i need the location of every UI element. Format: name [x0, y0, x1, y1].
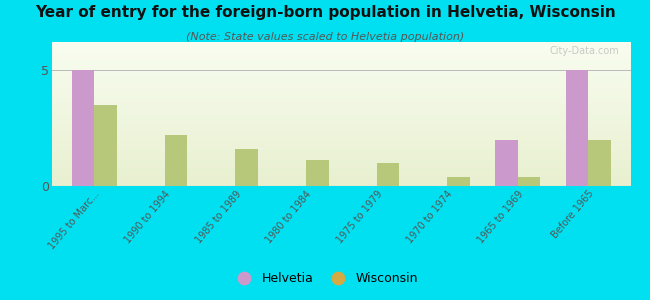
Bar: [94, 105, 117, 186]
Legend: Helvetia, Wisconsin: Helvetia, Wisconsin: [227, 268, 423, 290]
Bar: [495, 140, 517, 186]
Bar: [235, 149, 258, 186]
Bar: [566, 70, 588, 186]
Text: (Note: State values scaled to Helvetia population): (Note: State values scaled to Helvetia p…: [186, 32, 464, 41]
Text: Year of entry for the foreign-born population in Helvetia, Wisconsin: Year of entry for the foreign-born popul…: [34, 4, 616, 20]
Bar: [72, 70, 94, 186]
Bar: [447, 177, 470, 186]
Text: City-Data.com: City-Data.com: [549, 46, 619, 56]
Bar: [165, 135, 187, 186]
Bar: [306, 160, 328, 186]
Bar: [588, 140, 611, 186]
Bar: [517, 177, 540, 186]
Bar: [376, 163, 399, 186]
